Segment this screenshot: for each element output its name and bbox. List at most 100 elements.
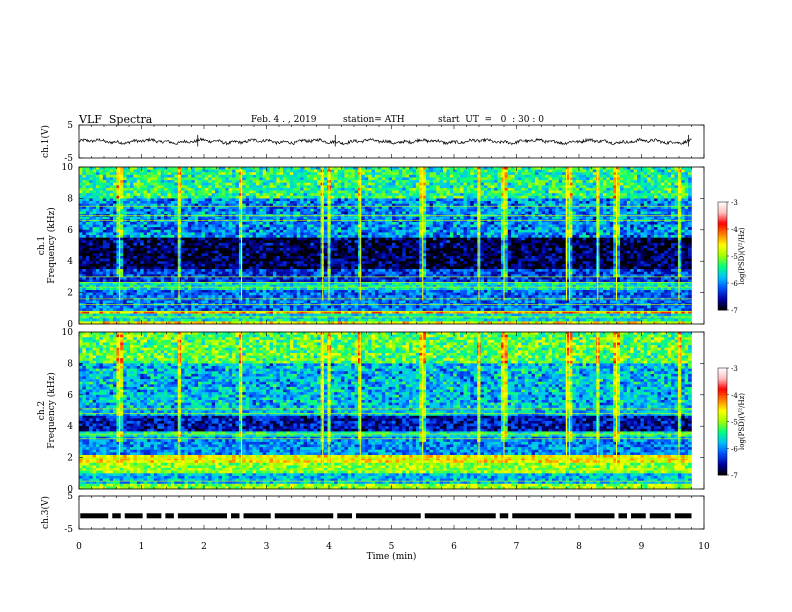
ch1-spec-cell [259,274,264,278]
ch1-spec-cell [215,211,219,215]
ch1-spec-cell [92,282,97,286]
ch1-spec-cell [187,253,192,257]
ch1-spec-cell [310,276,315,280]
ch1-spec-cell [153,169,158,173]
ch1-spec-cell [147,305,151,309]
ch1-spec-cell [283,229,287,233]
ch1-spec-cell [330,279,335,283]
ch1-spec-cell [181,284,185,288]
ch1-spec-cell [150,284,155,288]
ch1-spec-cell [184,261,189,265]
ch1-spec-cell [150,235,155,238]
ch1-spec-cell [82,219,87,223]
ch1-spec-cell [150,271,155,275]
ch1-spec-cell [126,169,131,173]
ch1-spec-cell [143,195,148,199]
ch1-spec-cell [208,211,213,215]
ch1-spec-cell [96,287,100,291]
ch1-spec-cell [82,250,87,254]
ch1-spec-cell [208,250,213,254]
ch1-spec-cell [279,308,284,312]
ch1-spec-cell [238,185,243,189]
ch1-spec-cell [334,172,338,176]
ch1-spec-cell [215,245,219,249]
ch1-spec-cell [113,219,117,223]
ch1-spec-cell [334,180,338,183]
ch1-spec-cell [296,253,301,257]
ch1-spec-cell [170,187,175,191]
ch1-spec-cell [106,321,110,325]
ch1-spec-cell [317,203,321,207]
ch1-spec-cell [208,284,213,288]
ch1-spec-cell [351,310,355,314]
ch1-spec-cell [79,190,83,194]
ch1-spec-cell [347,216,352,220]
ch1-spec-cell [310,177,315,181]
ch1-spec-cell [245,185,250,189]
ch1-spec-cell [99,224,104,228]
ch1-spec-cell [106,195,110,199]
ch1-spec-cell [191,276,195,280]
ch1-spec-cell [242,177,247,181]
ch1-spec-cell [150,266,155,270]
ch1-spec-cell [153,295,158,299]
ch1-spec-cell [215,203,219,207]
ch1-spec-cell [106,216,110,220]
ch1-spec-cell [96,258,100,262]
ch1-spec-cell [123,219,127,223]
ch1-spec-cell [276,276,281,280]
ch1-spec-cell [143,250,148,254]
ch1-spec-cell [123,310,127,314]
ch1-spec-cell [293,321,298,325]
ch1-spec-cell [300,198,304,202]
ch1-spec-cell [150,282,155,286]
ch1-spec-cell [167,289,172,293]
ch1-spec-cell [157,232,161,236]
ch1-spec-cell [351,229,355,233]
ch1-spec-cell [123,266,127,270]
ch1-spec-cell [116,185,121,189]
ch1-spec-cell [262,232,267,236]
ch1-spec-cell [232,308,236,312]
ch1-spec-cell [184,208,189,212]
ch1-spec-cell [153,318,158,322]
ch1-spec-cell [259,227,264,231]
ch1-spec-cell [289,282,294,286]
ch1-spec-cell [347,180,352,183]
ch1-spec-cell [344,237,349,241]
ch1-spec-cell [255,240,260,244]
ch1-spec-cell [204,316,209,320]
ch1-spec-cell [215,174,219,178]
ch1-spec-cell [252,287,257,291]
ch1-spec-cell [303,295,308,299]
ch1-spec-cell [351,240,355,244]
ch1-spec-cell [82,242,87,246]
ch1-spec-cell [136,282,141,286]
ch1-spec-cell [218,248,223,252]
ch1-spec-cell [113,271,117,275]
ch1-spec-cell [310,185,315,189]
ch1-spec-cell [347,313,352,317]
ch1-spec-cell [296,172,301,176]
ch1-spec-cell [140,250,144,254]
ch1-spec-cell [126,297,131,301]
ch1-spec-cell [249,279,253,283]
ch1-spec-cell [215,284,219,288]
ch1-spec-cell [177,182,182,186]
ch1-spec-cell [143,300,148,304]
ch1-spec-cell [242,310,247,314]
ch1-spec-cell [92,274,97,278]
ch1-spec-cell [238,177,243,181]
ch1-spec-cell [317,274,321,278]
ch1-spec-cell [184,271,189,275]
ch1-spec-cell [102,182,107,186]
ch1-spec-cell [293,229,298,233]
ch1-spec-cell [153,289,158,293]
ch1-spec-cell [225,240,230,244]
ch1-spec-cell [266,274,270,278]
ch1-spec-cell [181,208,185,212]
ch1-spec-cell [218,211,223,215]
ch1-spec-cell [313,224,318,228]
ch1-spec-cell [150,174,155,178]
ch1-spec-cell [136,167,141,170]
